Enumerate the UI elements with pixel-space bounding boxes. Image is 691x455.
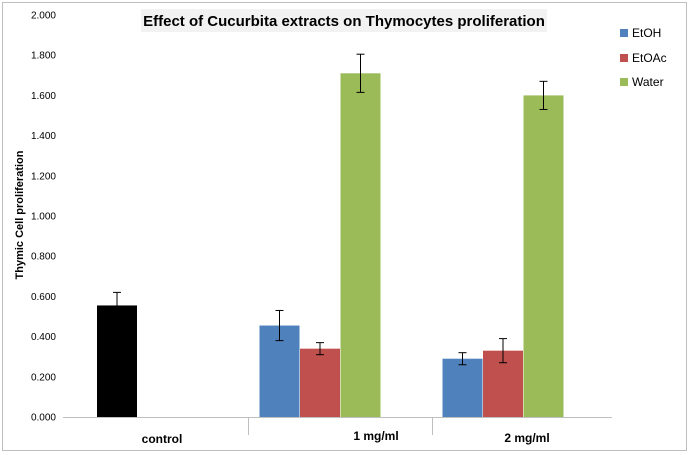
x-tick-label: control [142, 432, 183, 446]
legend-label: Water [632, 75, 664, 89]
title-background [141, 9, 547, 32]
y-axis-title: Thymic Cell proliferation [14, 150, 26, 279]
bar-etoac-1 [300, 348, 340, 417]
y-tick-label: 1.000 [31, 212, 56, 223]
chart-title: Effect of Cucurbita extracts on Thymocyt… [143, 13, 545, 30]
x-tick-label: 2 mg/ml [504, 431, 549, 445]
legend: EtOH EtOAc Water [620, 26, 667, 89]
y-tick-label: 0.800 [31, 252, 56, 263]
legend-swatch [620, 78, 628, 86]
bars [97, 53, 564, 418]
y-tick-label: 0.600 [31, 292, 56, 303]
y-tick-label: 1.600 [31, 91, 56, 102]
y-tick-label: 0.200 [31, 372, 56, 383]
chart-frame [2, 2, 687, 451]
legend-label: EtOAc [632, 51, 667, 65]
bar-control [97, 305, 137, 417]
y-tick-label: 0.000 [31, 413, 56, 424]
legend-swatch [620, 54, 628, 62]
x-axis: control 1 mg/ml 2 mg/ml [63, 417, 612, 446]
y-tick-label: 0.400 [31, 332, 56, 343]
bar-water-2 [523, 95, 564, 418]
y-tick-label: 1.400 [31, 131, 56, 142]
y-tick-label: 2.000 [31, 11, 56, 22]
y-tick-label: 1.200 [31, 171, 56, 182]
y-tick-label: 1.800 [31, 51, 56, 62]
y-axis: 0.000 0.200 0.400 0.600 0.800 1.000 1.200 1.400… [31, 11, 56, 424]
legend-label: EtOH [632, 26, 661, 40]
bar-etoh-2 [442, 358, 483, 417]
x-tick-label: 1 mg/ml [353, 429, 398, 443]
bar-water-1 [340, 73, 381, 417]
legend-swatch [620, 29, 628, 37]
